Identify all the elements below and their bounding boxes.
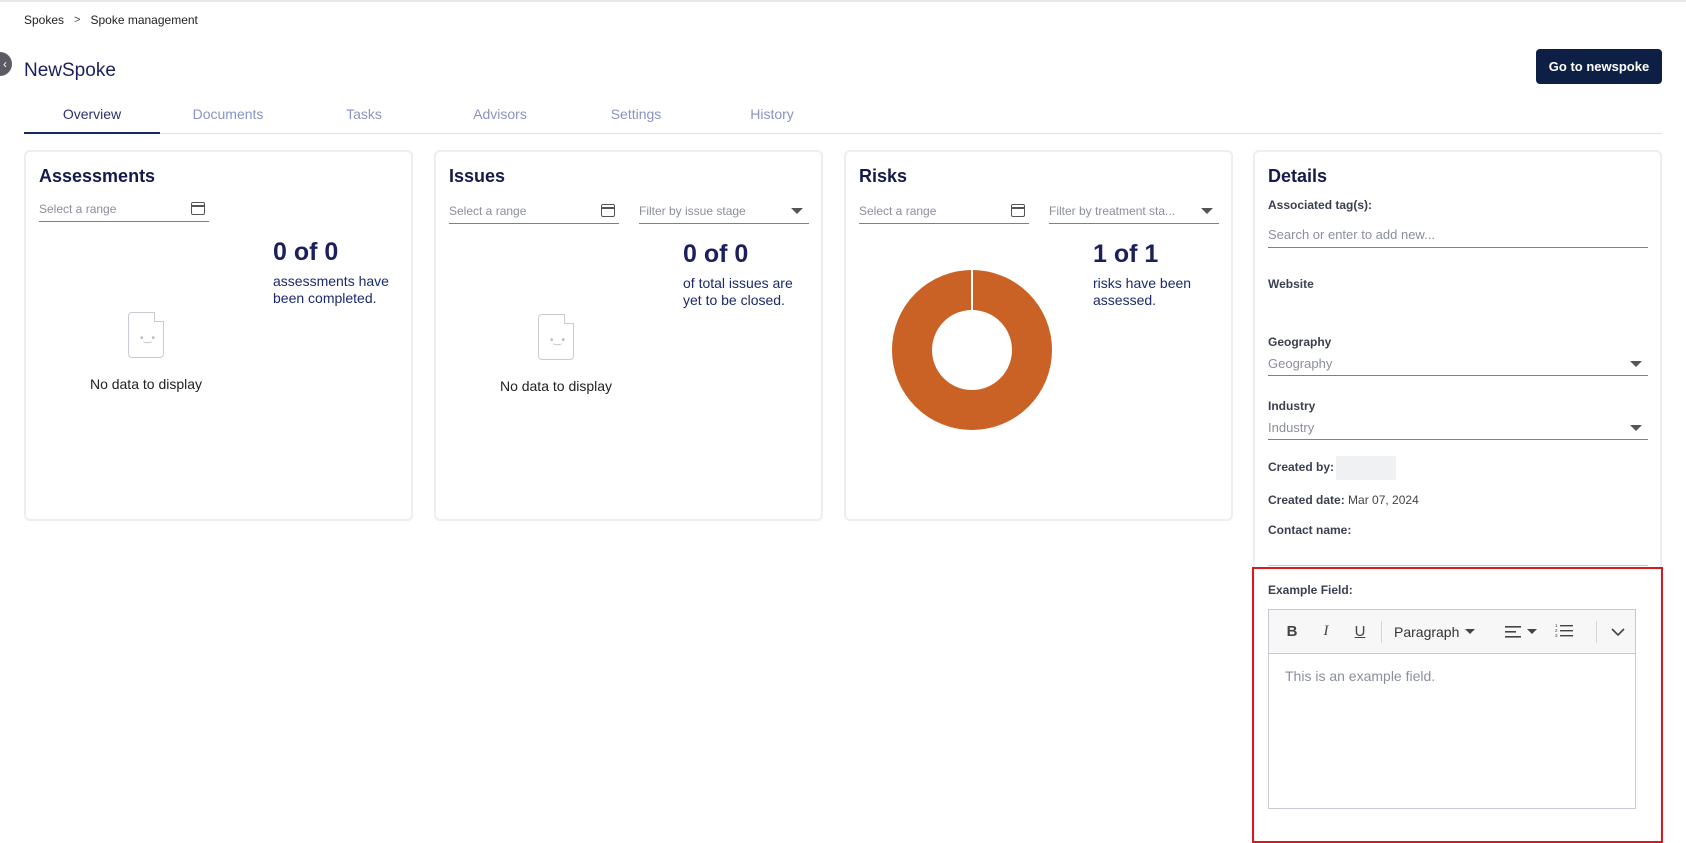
details-title: Details (1268, 166, 1328, 186)
chevron-down-icon (1611, 628, 1625, 637)
bold-button[interactable]: B (1286, 623, 1298, 640)
block-format-value: Paragraph (1394, 623, 1460, 640)
risks-range-placeholder: Select a range (859, 203, 937, 218)
block-format-select[interactable]: Paragraph (1386, 624, 1483, 640)
issues-card: Issues Select a range Filter by issue st… (434, 150, 823, 521)
svg-text:2: 2 (1555, 628, 1558, 633)
issues-empty-state: •‿• No data to display (496, 314, 616, 394)
empty-document-icon: •‿• (538, 314, 574, 360)
tab-documents[interactable]: Documents (192, 106, 264, 122)
page-title: NewSpoke (24, 60, 116, 81)
empty-document-icon: •‿• (128, 312, 164, 358)
industry-label: Industry (1268, 399, 1316, 413)
chevron-down-icon (791, 207, 803, 214)
toolbar-divider (1596, 620, 1597, 643)
issues-empty-message: No data to display (499, 378, 613, 394)
align-left-icon (1505, 625, 1522, 638)
italic-button[interactable]: I (1323, 623, 1329, 639)
top-border (0, 0, 1686, 2)
issues-stat: 0 of 0 (683, 240, 749, 268)
geography-select[interactable]: Geography (1268, 352, 1648, 376)
issues-range-placeholder: Select a range (449, 203, 527, 218)
chevron-down-icon (1527, 629, 1538, 634)
assessments-empty-state: •‿• No data to display (86, 312, 206, 392)
breadcrumb-spoke-management: Spoke management (90, 13, 198, 27)
editor-toolbar: B I U Paragraph 1 2 3 (1269, 610, 1635, 654)
back-button[interactable]: ‹ (0, 52, 12, 76)
align-select[interactable] (1497, 625, 1545, 638)
issues-range-input[interactable]: Select a range (449, 198, 619, 224)
created-by-label: Created by: (1268, 460, 1335, 475)
tab-overview[interactable]: Overview (24, 96, 160, 134)
issues-title: Issues (449, 166, 506, 186)
created-date-label: Created date: (1268, 493, 1345, 507)
calendar-icon[interactable] (191, 202, 205, 215)
tags-placeholder: Search or enter to add new... (1268, 227, 1435, 242)
tab-tasks[interactable]: Tasks (346, 106, 382, 122)
website-label: Website (1268, 277, 1314, 291)
assessments-range-input[interactable]: Select a range (39, 196, 209, 222)
tab-history[interactable]: History (750, 106, 794, 122)
rich-text-editor[interactable]: B I U Paragraph 1 2 3 (1268, 609, 1636, 809)
svg-text:1: 1 (1555, 623, 1558, 628)
calendar-icon[interactable] (601, 204, 615, 217)
example-field-highlight (1252, 567, 1663, 843)
risks-stat-text: risks have been assessed. (1093, 275, 1192, 308)
chevron-down-icon (1630, 424, 1642, 431)
contact-name-label: Contact name: (1268, 523, 1352, 537)
chevron-down-icon (1201, 207, 1213, 214)
assessments-empty-message: No data to display (89, 376, 203, 392)
numbered-list-button[interactable]: 1 2 3 (1547, 623, 1581, 641)
toolbar-divider (1381, 620, 1382, 643)
risks-treatment-filter[interactable]: Filter by treatment sta... (1049, 198, 1219, 224)
assessments-title: Assessments (39, 166, 156, 186)
tags-input[interactable]: Search or enter to add new... (1268, 222, 1648, 248)
go-to-newspoke-button[interactable]: Go to newspoke (1536, 49, 1662, 84)
risks-donut-chart (892, 270, 1052, 430)
underline-button[interactable]: U (1354, 623, 1366, 640)
created-date-value: Mar 07, 2024 (1348, 493, 1419, 507)
risks-title: Risks (859, 166, 908, 186)
assessments-range-placeholder: Select a range (39, 201, 117, 216)
geography-placeholder: Geography (1268, 356, 1333, 371)
calendar-icon[interactable] (1011, 204, 1025, 217)
created-by-value (1336, 456, 1397, 480)
breadcrumb: Spokes > Spoke management (24, 13, 198, 27)
contact-name-input[interactable] (1268, 565, 1648, 566)
risks-stat: 1 of 1 (1093, 240, 1159, 268)
tab-settings[interactable]: Settings (610, 106, 662, 122)
industry-select[interactable]: Industry (1268, 416, 1648, 440)
tab-advisors[interactable]: Advisors (473, 106, 527, 122)
assessments-card: Assessments Select a range 0 of 0 assess… (24, 150, 413, 521)
issues-filter-placeholder: Filter by issue stage (639, 203, 746, 218)
chevron-left-icon: ‹ (3, 57, 7, 71)
details-panel: Details Associated tag(s): Search or ent… (1253, 150, 1662, 843)
breadcrumb-separator: > (74, 14, 81, 26)
geography-label: Geography (1268, 335, 1332, 349)
risks-range-input[interactable]: Select a range (859, 198, 1029, 224)
tab-bar: Overview Documents Tasks Advisors Settin… (24, 96, 1662, 134)
tags-label: Associated tag(s): (1268, 198, 1373, 212)
risks-filter-placeholder: Filter by treatment sta... (1049, 203, 1176, 218)
created-date-row: Created date: Mar 07, 2024 (1268, 493, 1419, 507)
issues-stage-filter[interactable]: Filter by issue stage (639, 198, 809, 224)
editor-content[interactable]: This is an example field. (1285, 668, 1436, 684)
issues-stat-text: of total issues are yet to be closed. (683, 275, 793, 308)
created-by-row: Created by: (1268, 456, 1397, 480)
industry-placeholder: Industry (1268, 420, 1315, 435)
breadcrumb-spokes[interactable]: Spokes (24, 13, 65, 27)
assessments-stat-text: assessments have been completed. (273, 273, 389, 306)
risks-card: Risks Select a range Filter by treatment… (844, 150, 1233, 521)
chevron-down-icon (1465, 629, 1476, 634)
svg-text:3: 3 (1555, 633, 1558, 637)
example-field-label: Example Field: (1268, 583, 1353, 597)
more-tools-button[interactable] (1601, 624, 1635, 639)
numbered-list-icon: 1 2 3 (1555, 623, 1574, 638)
assessments-stat: 0 of 0 (273, 238, 339, 266)
chevron-down-icon (1630, 360, 1642, 367)
